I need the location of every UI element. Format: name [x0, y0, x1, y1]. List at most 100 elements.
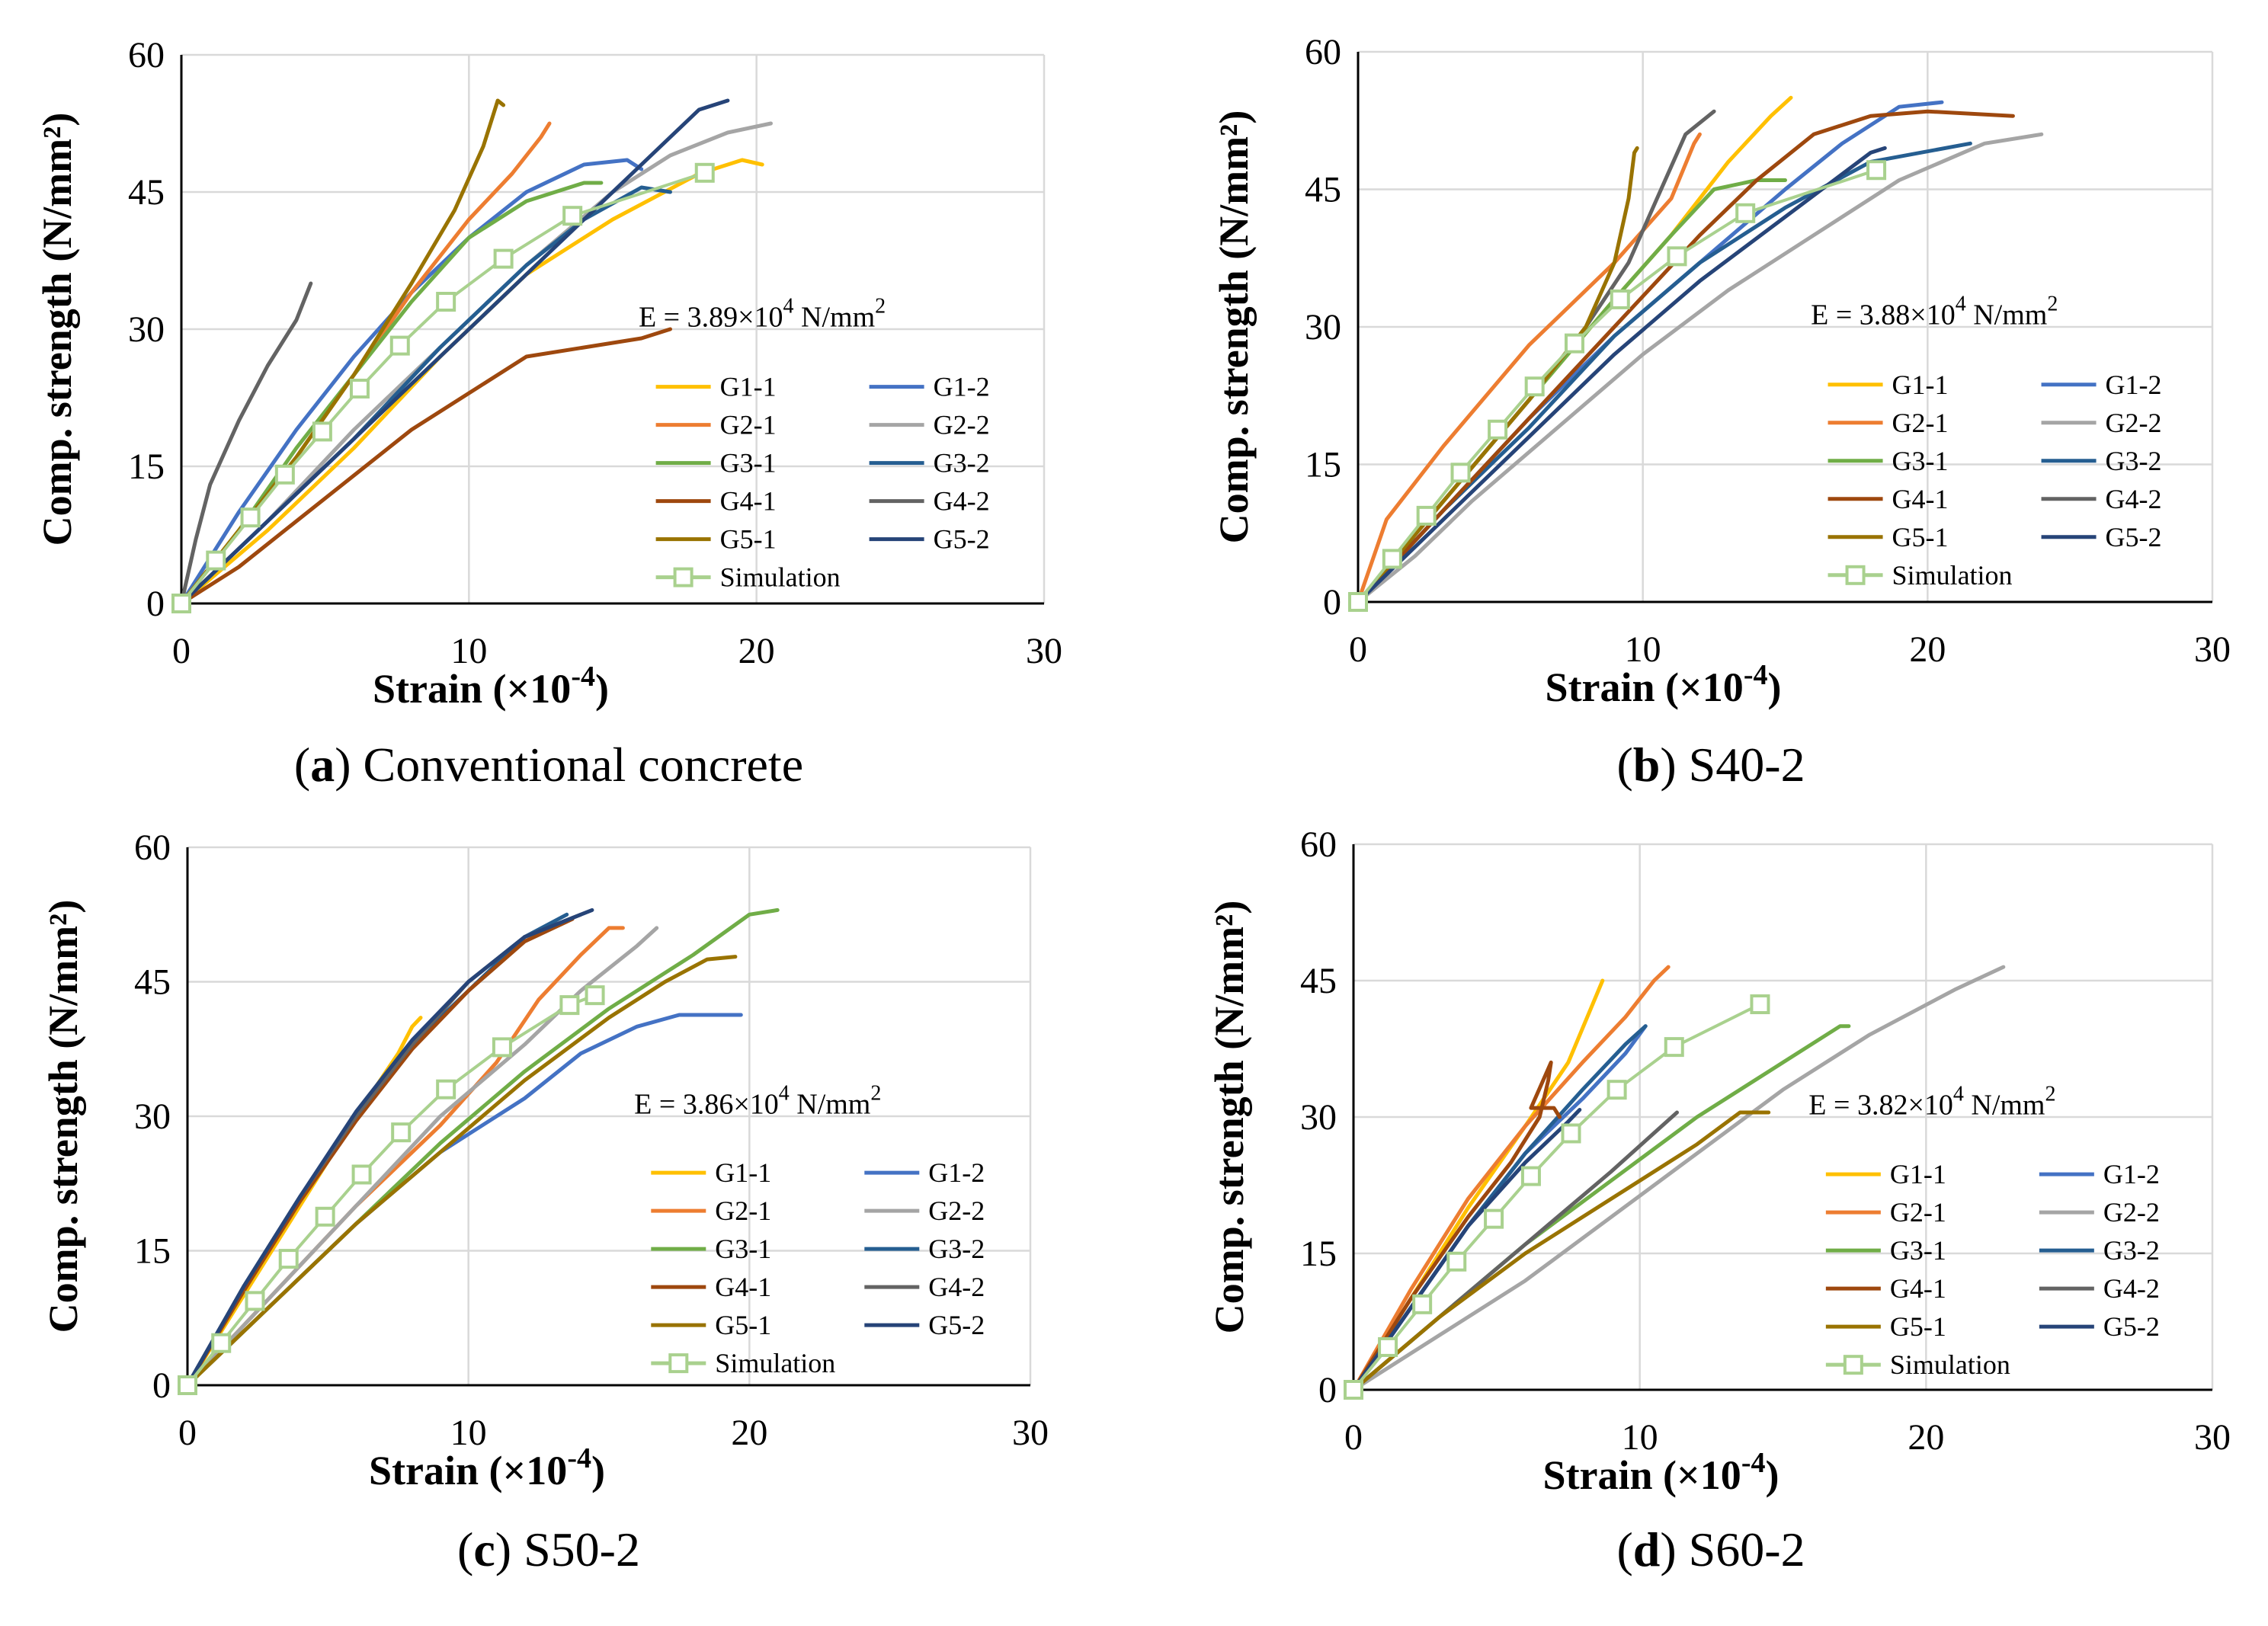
simulation-marker [1606, 1080, 1627, 1100]
caption-letter: a [310, 738, 335, 792]
y-tick-label: 60 [134, 827, 171, 868]
simulation-marker [1664, 1037, 1684, 1058]
legend-label: G5-2 [934, 524, 990, 555]
simulation-marker [171, 594, 191, 613]
x-tick-label: 0 [1349, 629, 1367, 670]
y-tick-label: 30 [1305, 307, 1341, 347]
panel-caption: (a) Conventional concrete [294, 738, 803, 792]
caption-text: Conventional concrete [364, 738, 804, 792]
legend: G1-1 G1-2 G2-1 G2-2 G3-1 G3-2 G4-1 G4-2 G5-1 G5-2… [1828, 370, 2162, 591]
series-line-g1-1 [179, 158, 764, 606]
y-tick-label: 60 [128, 35, 165, 75]
legend-label: G3-2 [928, 1234, 985, 1264]
caption-letter: c [473, 1522, 495, 1576]
x-axis-title-end: ) [1767, 664, 1781, 710]
annotation-main: E = 3.82×10 [1808, 1089, 1953, 1121]
panel-caption: (b) S40-2 [1616, 738, 1805, 792]
simulation-marker [585, 985, 605, 1006]
caption-letter: d [1633, 1522, 1661, 1576]
simulation-marker [1446, 1251, 1467, 1272]
legend-label: G4-1 [720, 486, 777, 517]
simulation-marker [1412, 1294, 1433, 1314]
annotation-unit: N/mm [1966, 299, 2048, 331]
legend-label: G5-1 [1890, 1311, 1946, 1342]
x-tick-label: 30 [2194, 629, 2231, 670]
legend-label: Simulation [715, 1348, 835, 1378]
y-tick-label: 45 [1305, 170, 1341, 210]
simulation-marker [211, 1333, 232, 1353]
panel-caption: (c) S50-2 [457, 1522, 640, 1576]
annotation-unit-exponent: 2 [875, 294, 886, 318]
simulation-marker [1561, 1123, 1581, 1144]
legend: G1-1 G1-2 G2-1 G2-2 G3-1 G3-2 G4-1 G4-2 G5-1 G5-2… [651, 1157, 985, 1378]
legend-label: G1-2 [934, 372, 990, 402]
caption-letter: b [1633, 738, 1661, 792]
y-tick-label: 15 [1300, 1234, 1337, 1274]
simulation-marker [315, 1206, 335, 1227]
simulation-marker [1750, 994, 1770, 1015]
series-line-g5-2 [1351, 1108, 1582, 1392]
legend-label: G5-2 [2106, 522, 2162, 552]
x-tick-label: 10 [450, 631, 487, 671]
simulation-marker [493, 248, 514, 269]
series-line-g2-1 [1351, 965, 1671, 1392]
x-axis-title-main: Strain (×10 [1543, 1452, 1741, 1498]
x-tick-label: 10 [1622, 1417, 1658, 1458]
legend-label: G4-1 [1890, 1273, 1946, 1304]
panel-a: 0 15 30 45 60 0 10 20 30 Comp. strength (N/mm²) St… [34, 35, 1062, 792]
series-line-g2-1 [1356, 132, 1702, 604]
annotation-unit: N/mm [794, 301, 876, 333]
y-tick-label: 15 [1305, 445, 1341, 485]
simulation-marker [1484, 1208, 1504, 1229]
legend-label: G4-1 [715, 1272, 771, 1302]
series-line-g5-2 [185, 907, 594, 1388]
legend-label: G2-1 [715, 1195, 771, 1226]
x-axis-title-exponent: -4 [1741, 1447, 1766, 1479]
simulation-marker [1524, 376, 1545, 397]
x-tick-label: 10 [450, 1413, 487, 1453]
x-tick-label: 20 [738, 631, 775, 671]
legend-label: G2-2 [2106, 408, 2162, 438]
legend-marker [1845, 565, 1866, 585]
simulation-marker [245, 1291, 265, 1311]
series-line-g2-2 [1351, 965, 2006, 1392]
panel-d: 0 15 30 45 60 0 10 20 30 Comp. strength (N/mm²) St… [1206, 824, 2231, 1576]
legend-label: G4-2 [2103, 1273, 2160, 1304]
x-tick-label: 30 [1012, 1413, 1049, 1453]
simulation-marker [178, 1375, 197, 1395]
x-axis-title: Strain (×10-4) [1546, 659, 1782, 710]
simulation-marker [436, 1079, 456, 1099]
series-line-g1-2 [179, 158, 644, 606]
legend-label: G3-2 [934, 448, 990, 479]
x-axis-title: Strain (×10-4) [373, 661, 609, 712]
x-axis-title-end: ) [591, 1448, 605, 1493]
simulation-marker [1344, 1380, 1363, 1400]
annotation-unit: N/mm [790, 1088, 871, 1120]
legend-label: G5-1 [715, 1310, 771, 1340]
simulation-marker [492, 1037, 512, 1058]
legend-label: G2-2 [928, 1195, 985, 1226]
simulation-marker [1667, 246, 1687, 267]
x-tick-label: 0 [172, 631, 191, 671]
annotation-unit: N/mm [1964, 1089, 2045, 1121]
series-line-g4-1 [179, 327, 672, 606]
simulation-marker [391, 1122, 412, 1143]
panel-caption: (d) S60-2 [1616, 1522, 1805, 1576]
modulus-annotation: E = 3.86×104 N/mm2 [634, 1081, 881, 1120]
simulation-marker [274, 464, 295, 485]
x-tick-label: 20 [1909, 629, 1946, 670]
legend-label: Simulation [720, 562, 841, 593]
series-line-g4-1 [1351, 1060, 1562, 1392]
series-line-g2-2 [185, 926, 659, 1388]
simulation-marker [1450, 463, 1471, 483]
x-tick-label: 0 [1344, 1417, 1363, 1458]
x-axis-title-main: Strain (×10 [1546, 664, 1744, 710]
annotation-main: E = 3.89×10 [639, 301, 783, 333]
annotation-exponent: 4 [783, 294, 794, 318]
simulation-marker [389, 335, 410, 356]
simulation-marker [240, 507, 261, 528]
simulation-marker [351, 1164, 372, 1185]
x-tick-label: 20 [1908, 1417, 1944, 1458]
x-axis-title-exponent: -4 [567, 1442, 591, 1474]
y-tick-label: 45 [1300, 961, 1337, 1001]
